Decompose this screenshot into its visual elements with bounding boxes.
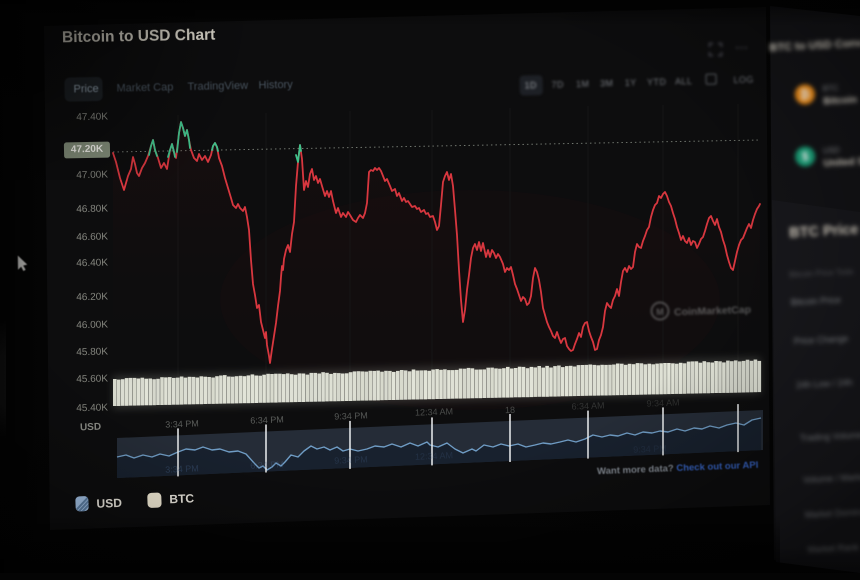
svg-text:M: M — [656, 307, 664, 317]
